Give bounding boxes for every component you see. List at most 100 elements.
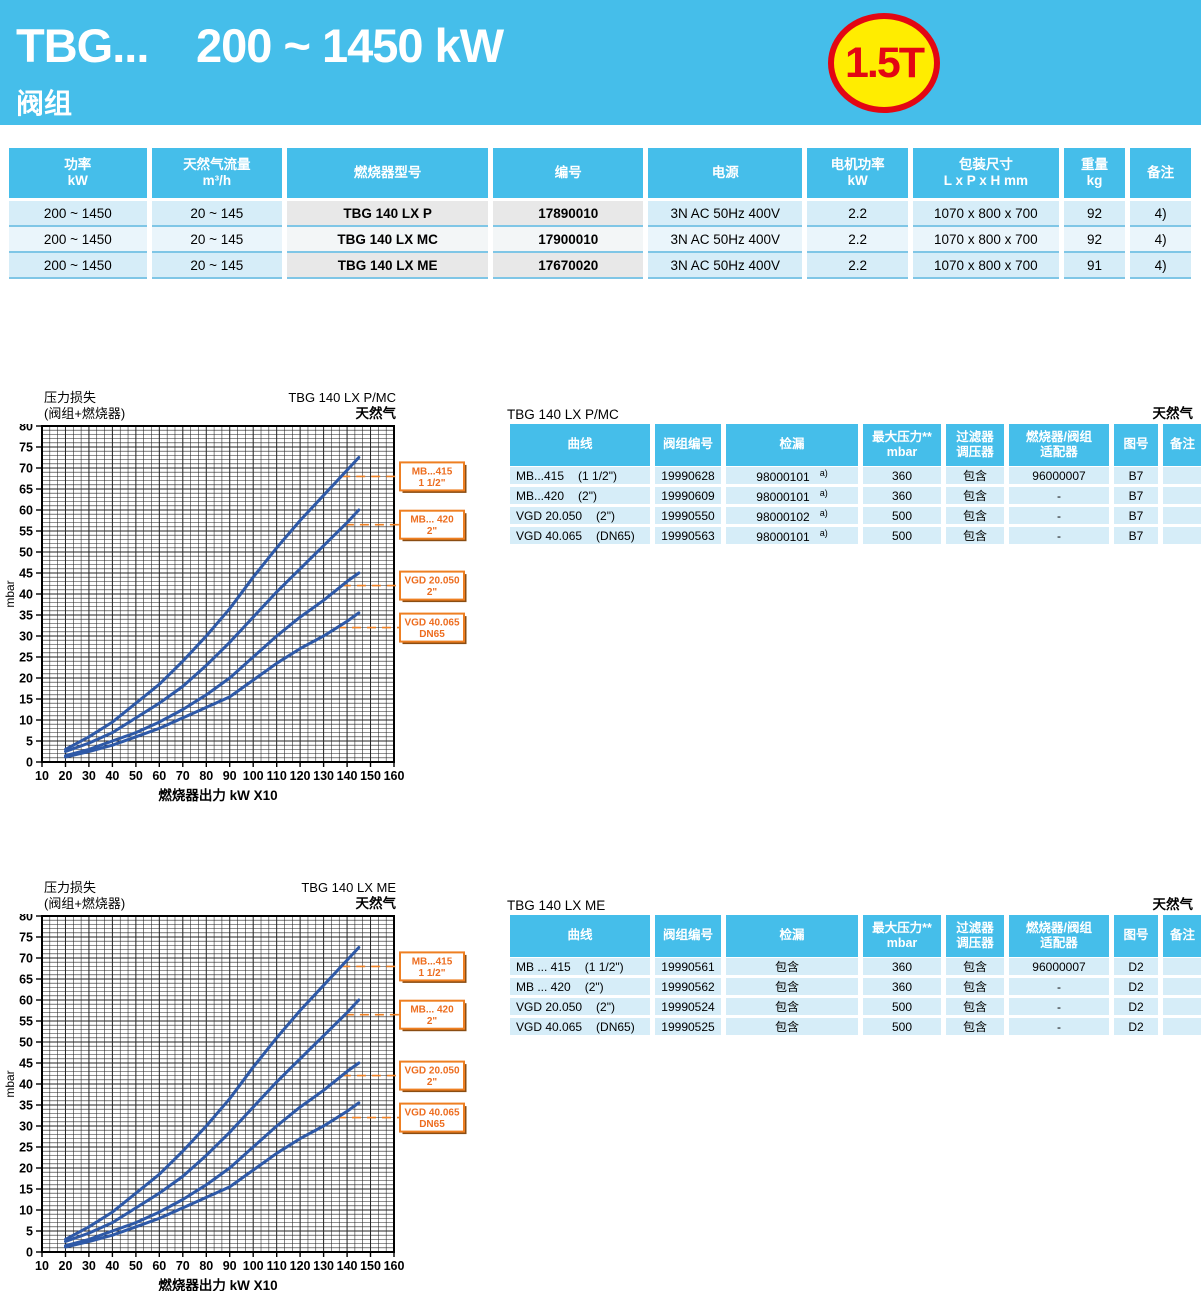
valve-table-title-row: TBG 140 LX ME 天然气 (505, 889, 1197, 915)
svg-text:70: 70 (19, 462, 33, 476)
svg-text:40: 40 (105, 769, 119, 783)
table-cell: 20 ~ 145 (151, 227, 283, 253)
table-cell: 20 ~ 145 (151, 201, 283, 227)
header-cell: 功率 kW (9, 148, 147, 201)
svg-text:20: 20 (19, 1162, 33, 1176)
table-cell: 包含 (726, 957, 858, 977)
header-cell: 备注 (1130, 148, 1191, 201)
table-cell: 96000007 (1009, 466, 1109, 486)
table-cell: 500 (863, 506, 941, 526)
curve-cell: VGD 40.065 (DN65) (510, 526, 650, 546)
table-cell (1163, 977, 1201, 997)
svg-text:燃烧器出力 kW X10: 燃烧器出力 kW X10 (158, 787, 277, 803)
table-cell: 19990628 (655, 466, 721, 486)
spec-header-row: 功率 kW 天然气流量 m³/h 燃烧器型号 编号 电源 电机功率 kW 包装尺… (9, 148, 1191, 201)
table-cell: D2 (1114, 977, 1158, 997)
header-cell: 包装尺寸 L x P x H mm (912, 148, 1059, 201)
svg-text:60: 60 (152, 1259, 166, 1273)
table-cell (1163, 506, 1201, 526)
svg-text:25: 25 (19, 1141, 33, 1155)
svg-text:100: 100 (243, 769, 264, 783)
svg-text:80: 80 (199, 1259, 213, 1273)
part-number-cell: 17670020 (493, 253, 644, 279)
table-cell: - (1009, 997, 1109, 1017)
table-cell: 92 (1063, 227, 1126, 253)
svg-text:20: 20 (59, 769, 73, 783)
table-cell: 360 (863, 466, 941, 486)
table-cell: 包含 (946, 957, 1004, 977)
svg-text:2": 2" (427, 1077, 438, 1088)
svg-text:45: 45 (19, 567, 33, 581)
header-cell: 电源 (648, 148, 803, 201)
header-cell: 燃烧器/阀组 适配器 (1009, 915, 1109, 957)
burner-model-cell: TBG 140 LX MC (287, 227, 489, 253)
spec-row: 200 ~ 1450 20 ~ 145 TBG 140 LX ME 176700… (9, 253, 1191, 279)
svg-text:10: 10 (19, 714, 33, 728)
svg-text:150: 150 (360, 769, 381, 783)
svg-text:70: 70 (176, 769, 190, 783)
svg-text:120: 120 (290, 769, 311, 783)
svg-text:120: 120 (290, 1259, 311, 1273)
table-cell: 包含 (726, 1017, 858, 1037)
valve-header-row: 曲线 阀组编号 检漏 最大压力** mbar 过滤器 调压器 燃烧器/阀组 适配… (510, 915, 1201, 957)
svg-text:40: 40 (19, 588, 33, 602)
table-cell: 包含 (726, 977, 858, 997)
table-cell: 包含 (726, 997, 858, 1017)
header-cell: 曲线 (510, 915, 650, 957)
svg-text:60: 60 (152, 769, 166, 783)
svg-text:160: 160 (384, 1259, 405, 1273)
svg-text:VGD 20.050: VGD 20.050 (404, 1066, 459, 1077)
table-cell: 91 (1063, 253, 1126, 279)
svg-text:40: 40 (105, 1259, 119, 1273)
page-header: TBG... 200 ~ 1450 kW 阀组 1.5T (0, 0, 1201, 125)
table-cell: 19990609 (655, 486, 721, 506)
table-cell: 19990525 (655, 1017, 721, 1037)
part-number-cell: 17900010 (493, 227, 644, 253)
svg-text:30: 30 (19, 630, 33, 644)
table-cell: 360 (863, 957, 941, 977)
header-cell: 曲线 (510, 424, 650, 466)
svg-text:5: 5 (26, 735, 33, 749)
header-cell: 燃烧器型号 (287, 148, 489, 201)
chart-header: 压力损失 (阀组+燃烧器) TBG 140 LX P/MC 天然气 (44, 390, 396, 424)
svg-text:mbar: mbar (3, 1070, 17, 1097)
svg-text:60: 60 (19, 994, 33, 1008)
svg-text:90: 90 (223, 769, 237, 783)
svg-text:65: 65 (19, 973, 33, 987)
table-cell: 1070 x 800 x 700 (912, 253, 1059, 279)
svg-text:130: 130 (313, 769, 334, 783)
table-cell: B7 (1114, 486, 1158, 506)
valve-row: VGD 40.065 (DN65) 19990525 包含 500 包含 - D2 (510, 1017, 1201, 1037)
valve-row: MB ... 415 (1 1/2") 19990561 包含 360 包含 96… (510, 957, 1201, 977)
curve-cell: VGD 40.065 (DN65) (510, 1017, 650, 1037)
valve-table-title: TBG 140 LX ME (507, 898, 606, 913)
svg-text:55: 55 (19, 525, 33, 539)
svg-text:VGD 40.065: VGD 40.065 (404, 618, 459, 629)
svg-text:110: 110 (267, 769, 287, 783)
table-cell: 包含 (946, 997, 1004, 1017)
table-cell: 4) (1130, 227, 1191, 253)
valve-table-pmc: TBG 140 LX P/MC 天然气 曲线 阀组编号 检漏 最大压力** mb… (505, 398, 1201, 546)
header-cell: 备注 (1163, 424, 1201, 466)
svg-text:65: 65 (19, 483, 33, 497)
table-cell: 98000101 a) (726, 466, 858, 486)
page-title: TBG... (16, 19, 149, 72)
pressure-loss-label: 压力损失 (阀组+燃烧器) (44, 880, 126, 912)
table-cell: D2 (1114, 1017, 1158, 1037)
table-cell: 19990524 (655, 997, 721, 1017)
svg-text:90: 90 (223, 1259, 237, 1273)
svg-text:MB... 420: MB... 420 (410, 515, 454, 526)
curve-cell: MB...415 (1 1/2") (510, 466, 650, 486)
svg-text:80: 80 (19, 424, 33, 434)
spec-row: 200 ~ 1450 20 ~ 145 TBG 140 LX P 1789001… (9, 201, 1191, 227)
table-cell: 200 ~ 1450 (9, 227, 147, 253)
header-cell: 重量 kg (1063, 148, 1126, 201)
burner-model-cell: TBG 140 LX ME (287, 253, 489, 279)
spec-row: 200 ~ 1450 20 ~ 145 TBG 140 LX MC 179000… (9, 227, 1191, 253)
svg-text:35: 35 (19, 1099, 33, 1113)
header-cell: 过滤器 调压器 (946, 915, 1004, 957)
table-cell: 92 (1063, 201, 1126, 227)
table-cell: 500 (863, 1017, 941, 1037)
svg-text:0: 0 (26, 1246, 33, 1260)
